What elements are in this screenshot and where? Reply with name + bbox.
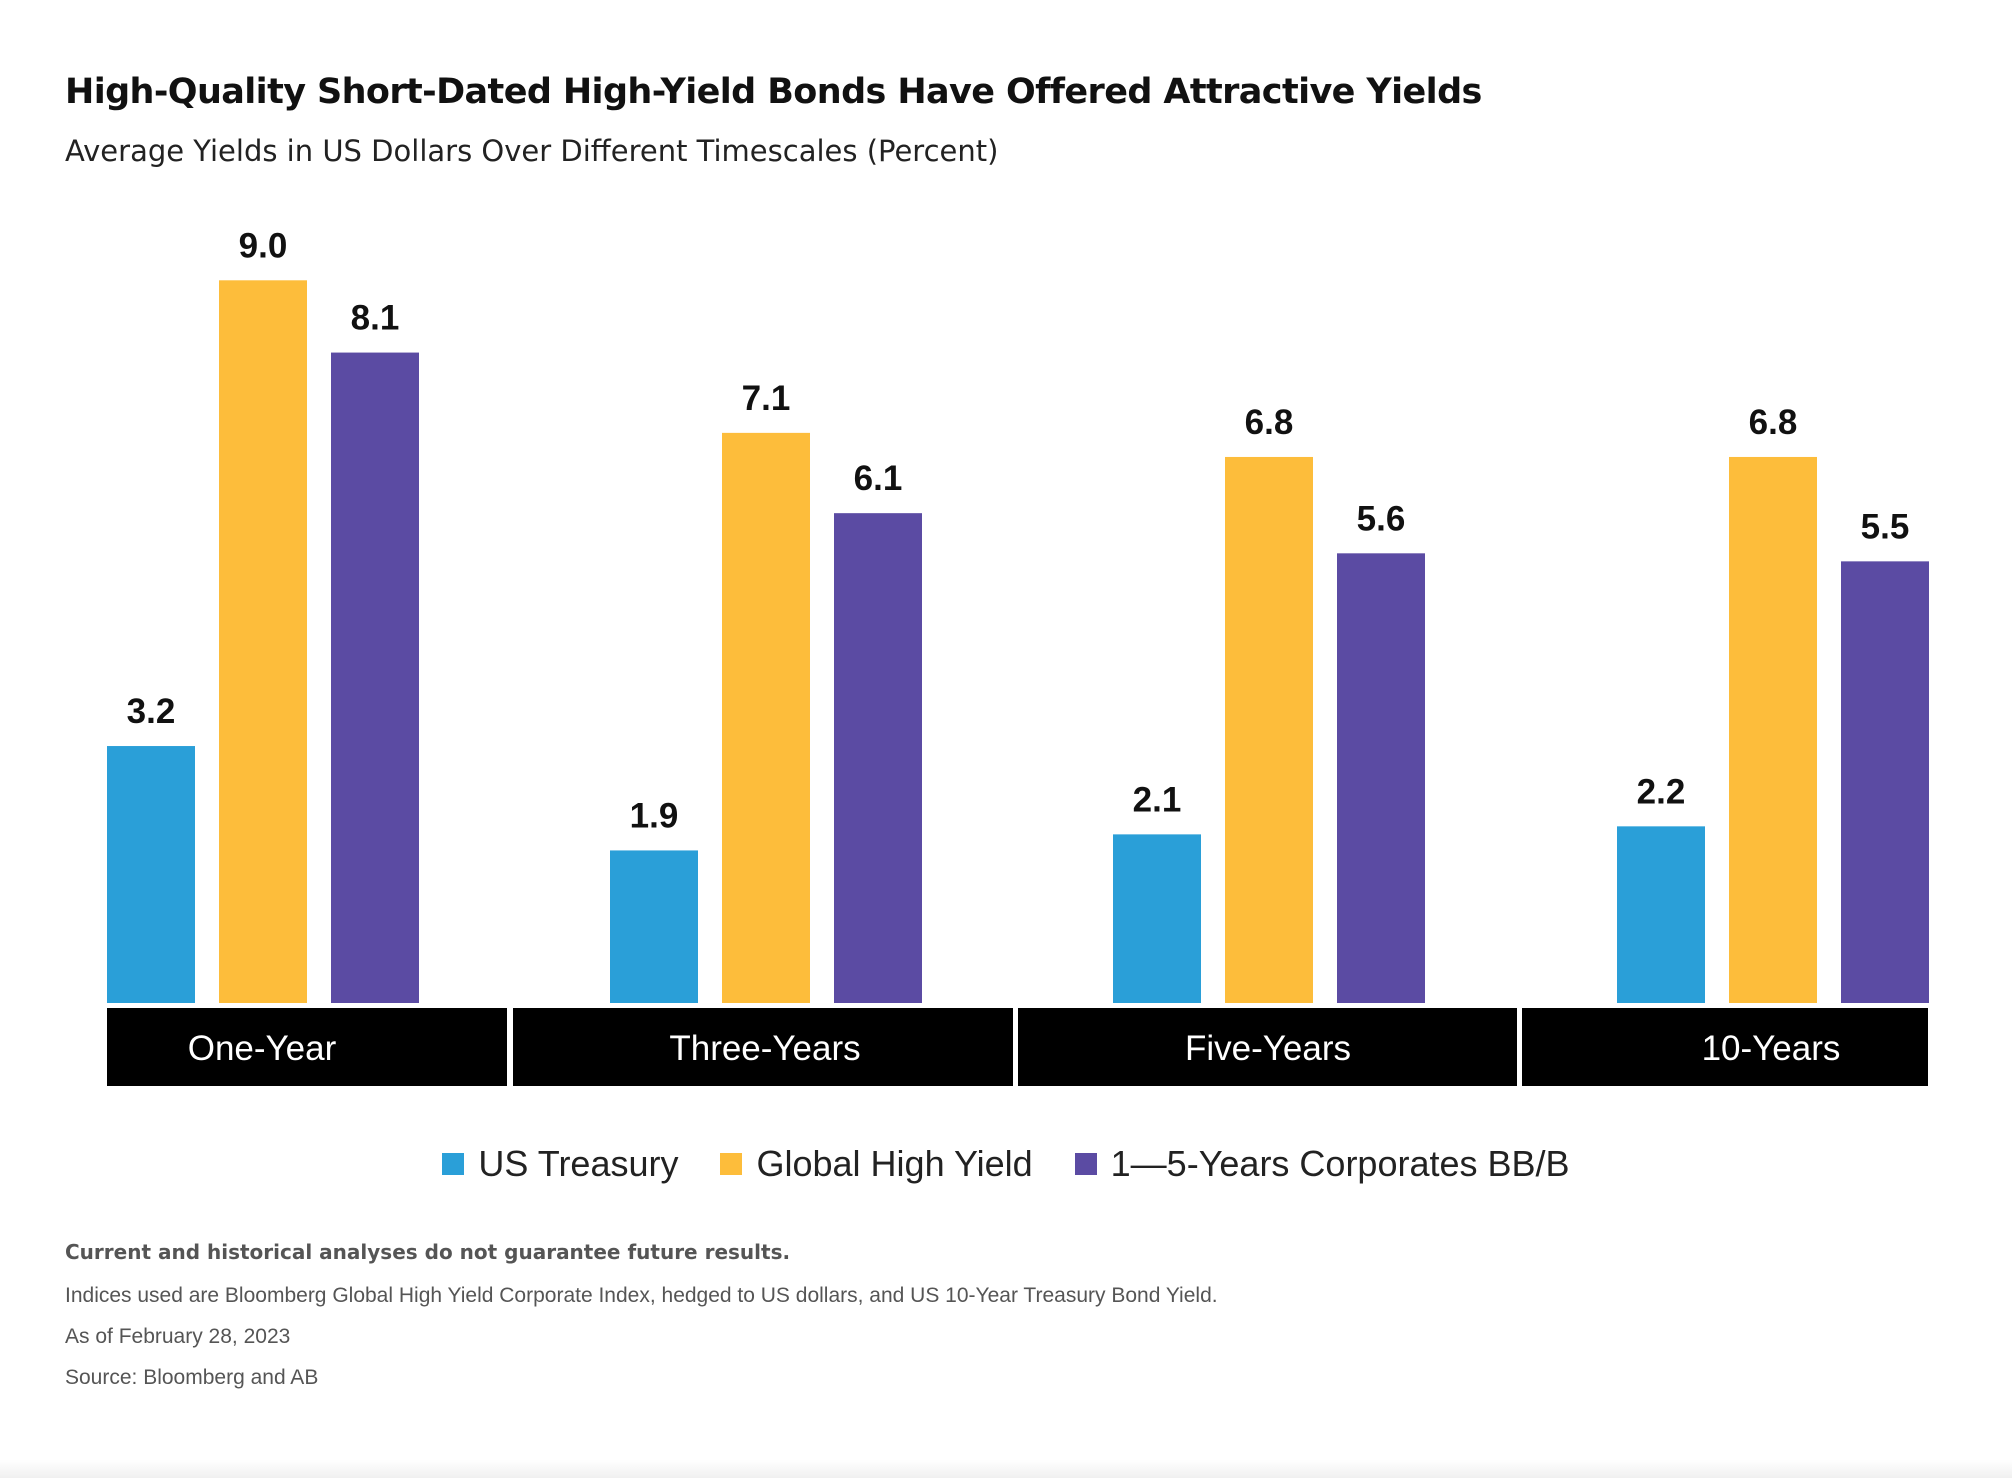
category-label-three-years: Three-Years xyxy=(669,1029,860,1068)
legend-item-us-treasury: US Treasury xyxy=(442,1143,678,1185)
bar-10-years-1-5-years-corporates-bb-b xyxy=(1841,561,1929,1003)
bar-chart: 3.2 9.0 8.1 1.9 7.1 6.1 2.1 6.8 5.6 2.2 6.8 5.5 One… xyxy=(107,226,1929,1086)
legend-label: US Treasury xyxy=(478,1143,679,1184)
value-label-one-year-global-high-yield: 9.0 xyxy=(239,226,288,265)
legend-swatch-global-high-yield xyxy=(720,1153,743,1175)
value-label-three-years-global-high-yield: 7.1 xyxy=(742,379,791,418)
bar-one-year-1-5-years-corporates-bb-b xyxy=(331,352,419,1003)
category-band-10-years xyxy=(1522,1008,1928,1086)
value-label-10-years-global-high-yield: 6.8 xyxy=(1749,403,1798,442)
bar-one-year-global-high-yield xyxy=(219,280,307,1003)
indices-note: Indices used are Bloomberg Global High Y… xyxy=(65,1284,1218,1307)
bar-five-years-us-treasury xyxy=(1113,834,1201,1003)
chart-footer: Current and historical analyses do not g… xyxy=(65,1240,1218,1407)
chart-subtitle: Average Yields in US Dollars Over Differ… xyxy=(65,134,999,168)
bar-three-years-1-5-years-corporates-bb-b xyxy=(834,513,922,1003)
category-label-10-years: 10-Years xyxy=(1702,1029,1841,1068)
source-note: Source: Bloomberg and AB xyxy=(65,1366,319,1389)
bar-10-years-us-treasury xyxy=(1617,826,1705,1003)
legend-item-1-5-years-corporates-bb-b: 1—5-Years Corporates BB/B xyxy=(1074,1143,1570,1185)
category-label-five-years: Five-Years xyxy=(1185,1029,1351,1068)
value-label-one-year-1-5-years-corporates-bb-b: 8.1 xyxy=(351,299,400,338)
value-labels-group: 3.2 9.0 8.1 1.9 7.1 6.1 2.1 6.8 5.6 2.2 6.8 5.5 xyxy=(127,226,1910,835)
legend-swatch-1-5-years-corporates-bb-b xyxy=(1074,1153,1097,1175)
value-label-three-years-1-5-years-corporates-bb-b: 6.1 xyxy=(854,459,903,498)
value-label-one-year-us-treasury: 3.2 xyxy=(127,692,176,731)
bar-three-years-us-treasury xyxy=(610,850,698,1003)
value-label-five-years-global-high-yield: 6.8 xyxy=(1245,403,1294,442)
bar-10-years-global-high-yield xyxy=(1729,456,1817,1004)
value-label-10-years-1-5-years-corporates-bb-b: 5.5 xyxy=(1861,507,1910,546)
bar-one-year-us-treasury xyxy=(107,746,195,1003)
disclaimer-note: Current and historical analyses do not g… xyxy=(65,1240,791,1264)
bar-five-years-global-high-yield xyxy=(1225,456,1313,1004)
bar-three-years-global-high-yield xyxy=(722,432,810,1003)
page-bottom-edge xyxy=(0,1460,2012,1478)
category-band-one-year xyxy=(107,1008,507,1086)
chart-legend: US Treasury Global High Yield 1—5-Years Co… xyxy=(0,1143,2012,1185)
value-label-10-years-us-treasury: 2.2 xyxy=(1637,772,1686,811)
legend-swatch-us-treasury xyxy=(442,1153,465,1175)
category-bands-group: One-Year Three-Years Five-Years 10-Years xyxy=(107,1008,1928,1086)
legend-label: 1—5-Years Corporates BB/B xyxy=(1110,1143,1570,1184)
category-label-one-year: One-Year xyxy=(188,1029,337,1068)
bars-group xyxy=(107,280,1929,1004)
value-label-five-years-us-treasury: 2.1 xyxy=(1133,780,1182,819)
chart-title: High-Quality Short-Dated High-Yield Bond… xyxy=(65,72,1482,112)
bar-five-years-1-5-years-corporates-bb-b xyxy=(1337,553,1425,1003)
as-of-date: As of February 28, 2023 xyxy=(65,1325,291,1348)
value-label-three-years-us-treasury: 1.9 xyxy=(630,796,679,835)
category-band-three-years xyxy=(513,1008,1013,1086)
legend-item-global-high-yield: Global High Yield xyxy=(720,1143,1033,1185)
category-band-five-years xyxy=(1018,1008,1517,1086)
value-label-five-years-1-5-years-corporates-bb-b: 5.6 xyxy=(1357,499,1406,538)
legend-label: Global High Yield xyxy=(756,1143,1033,1184)
